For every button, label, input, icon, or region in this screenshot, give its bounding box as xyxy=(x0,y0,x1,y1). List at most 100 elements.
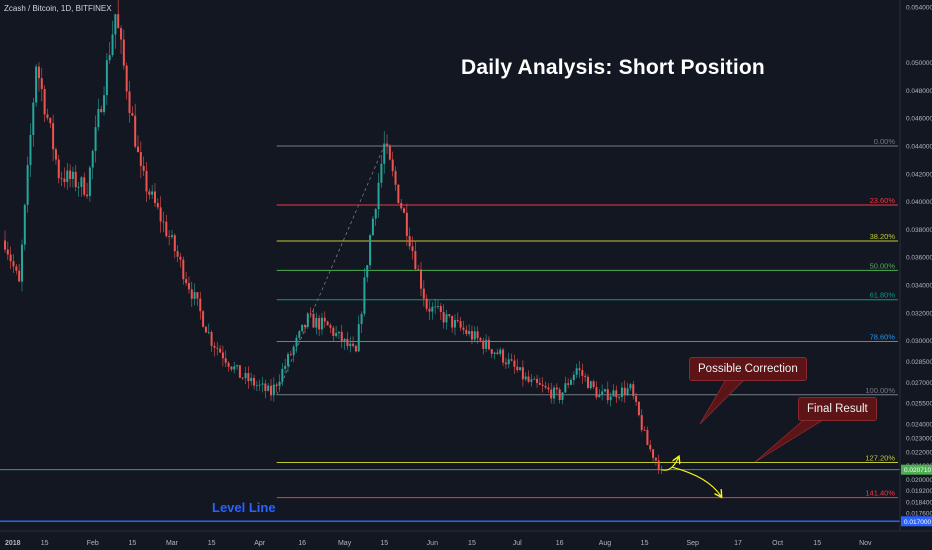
candle-body xyxy=(298,331,301,338)
candle-body xyxy=(86,194,89,197)
candle-body xyxy=(473,331,476,340)
candle-body xyxy=(567,383,570,385)
candle-body xyxy=(128,91,131,113)
x-tick-label: 15 xyxy=(813,540,821,547)
level-price-text: 0.017000 xyxy=(904,519,931,526)
y-tick-label: 0.017600 xyxy=(906,510,932,517)
candle-body xyxy=(541,384,544,386)
current-price-text: 0.020710 xyxy=(904,467,931,474)
candle-body xyxy=(236,365,239,367)
candle-body xyxy=(15,266,18,271)
candle-body xyxy=(533,378,536,380)
fibonacci-retracement[interactable]: 0.00% 23.60% 38.20% 50.00% 61.80% 78.60% 100.0… xyxy=(276,137,898,499)
candle-body xyxy=(408,236,411,247)
candle-body xyxy=(40,78,43,90)
candle-body xyxy=(88,167,91,197)
candle-body xyxy=(292,346,295,355)
axes xyxy=(0,0,932,532)
candle-body xyxy=(57,159,60,179)
possible-correction-callout[interactable]: Possible Correction xyxy=(689,357,807,381)
candle-body xyxy=(507,359,510,365)
candle-body xyxy=(632,384,635,397)
candle-body xyxy=(618,397,621,398)
candle-body xyxy=(111,34,114,56)
x-tick-label: 16 xyxy=(556,540,564,547)
candle-body xyxy=(103,95,106,113)
y-tick-label: 0.032000 xyxy=(906,310,932,317)
candle-body xyxy=(306,313,309,327)
candle-body xyxy=(100,109,103,113)
fib-level-label: 0.00% xyxy=(874,137,896,146)
fib-level-label: 127.20% xyxy=(865,453,895,462)
candle-body xyxy=(255,385,258,387)
candle-body xyxy=(519,367,522,371)
candle-body xyxy=(516,366,519,371)
candle-body xyxy=(383,143,386,164)
candle-body xyxy=(207,332,210,333)
candle-body xyxy=(142,165,145,171)
candle-body xyxy=(530,379,533,382)
candle-body xyxy=(538,383,541,385)
x-tick-label: 15 xyxy=(41,540,49,547)
candle-body xyxy=(371,218,374,236)
candle-body xyxy=(346,338,349,347)
x-tick-label: May xyxy=(338,540,352,547)
candle-body xyxy=(417,269,420,270)
fib-level-label: 100.00% xyxy=(865,386,895,395)
candle-body xyxy=(527,376,530,382)
candle-body xyxy=(626,388,629,395)
candle-body xyxy=(173,235,176,252)
final-result-callout[interactable]: Final Result xyxy=(798,397,877,421)
candle-body xyxy=(502,349,505,363)
y-tick-label: 0.040000 xyxy=(906,199,932,206)
candle-body xyxy=(264,383,267,391)
candle-body xyxy=(258,384,261,386)
candle-body xyxy=(561,392,564,400)
candle-body xyxy=(165,221,168,237)
candle-body xyxy=(241,377,244,379)
chart-title: Daily Analysis: Short Position xyxy=(461,56,765,79)
candle-body xyxy=(312,313,315,328)
horizontal-lines xyxy=(0,469,900,523)
candle-body xyxy=(221,352,224,359)
symbol-label[interactable]: Zcash / Bitcoin, 1D, BITFINEX xyxy=(4,4,112,13)
candle-body xyxy=(46,114,49,118)
y-tick-label: 0.022000 xyxy=(906,449,932,456)
candle-body xyxy=(335,333,338,336)
candle-body xyxy=(377,182,380,210)
candle-body xyxy=(536,378,539,384)
candle-body xyxy=(32,102,35,136)
candle-body xyxy=(66,170,69,182)
candle-body xyxy=(584,375,587,377)
candle-body xyxy=(91,150,94,168)
candle-body xyxy=(411,246,414,252)
candle-body xyxy=(185,279,188,283)
candle-body xyxy=(320,317,323,330)
candle-body xyxy=(609,396,612,401)
x-tick-label: 15 xyxy=(208,540,216,547)
candle-body xyxy=(287,354,289,366)
candle-body xyxy=(558,389,561,400)
price-labels: 0.020710 0.017000 xyxy=(901,464,932,527)
x-tick-label: Jun xyxy=(427,540,438,547)
level-price-badge xyxy=(901,516,932,527)
candle-body xyxy=(20,244,23,282)
candle-body xyxy=(35,66,38,103)
y-tick-label: 0.027000 xyxy=(906,380,932,387)
y-tick-label: 0.038000 xyxy=(906,227,932,234)
candle-body xyxy=(230,366,233,370)
candle-body xyxy=(606,389,609,401)
candle-body xyxy=(94,127,97,151)
candle-body xyxy=(199,298,202,312)
y-tick-label: 0.030000 xyxy=(906,338,932,345)
candle-body xyxy=(510,359,513,361)
candle-body xyxy=(623,387,626,395)
candle-body xyxy=(204,326,207,333)
candle-body xyxy=(196,292,199,299)
candle-body xyxy=(202,311,205,327)
candle-body xyxy=(309,313,312,315)
candle-body xyxy=(233,366,236,370)
candle-body xyxy=(329,325,332,328)
candle-body xyxy=(131,112,134,116)
candle-body xyxy=(428,308,431,312)
